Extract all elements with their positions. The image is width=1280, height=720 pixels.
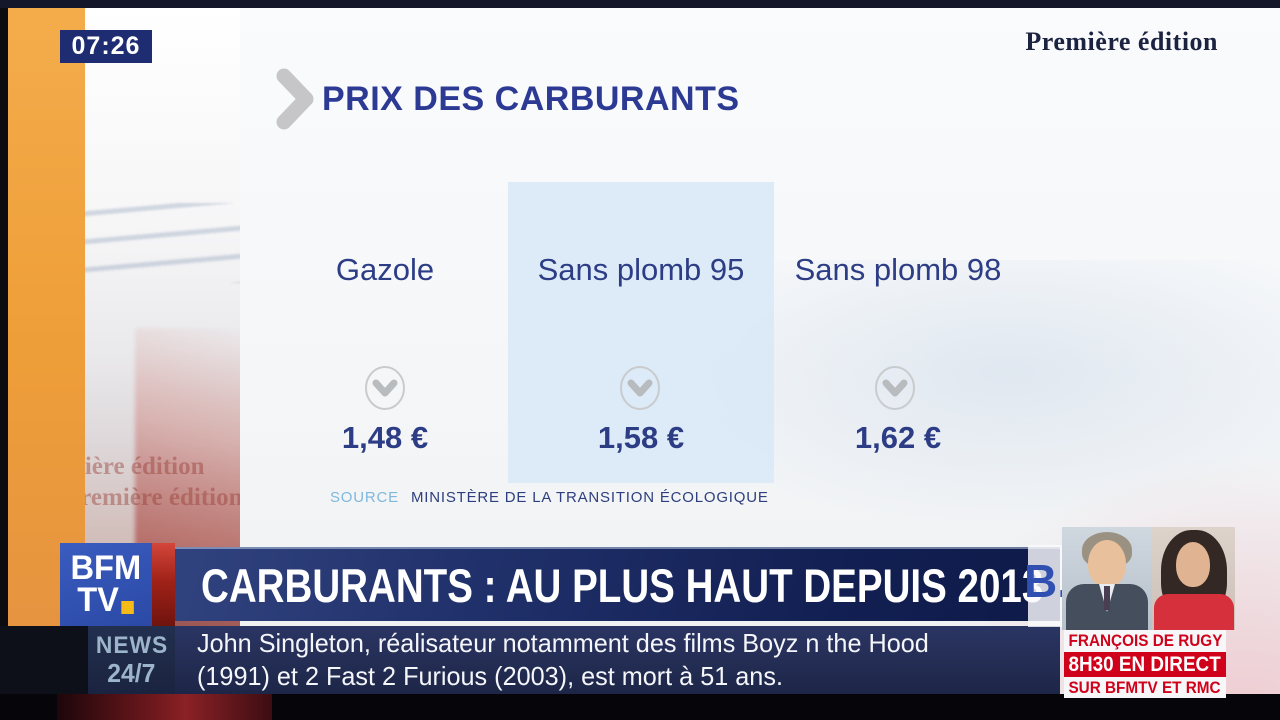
left-textured-band: Première édition Première édition (85, 8, 240, 626)
promo-broadcast-time: 8H30 EN DIRECT (1064, 652, 1226, 677)
infographic-title: PRIX DES CARBURANTS (322, 80, 740, 118)
fuel-label-gazole: Gazole (335, 252, 435, 287)
chevron-down-icon (620, 366, 660, 410)
top-edge-bar (0, 0, 1280, 8)
watermark-text: Première édition (85, 453, 205, 480)
bottom-video-remnant (57, 694, 272, 720)
ticker-line1: John Singleton, réalisateur notamment de… (197, 628, 929, 658)
blue-streaks (85, 203, 240, 283)
source-label: SOURCE (330, 489, 399, 506)
bfmtv-logo: BFM TV (60, 543, 152, 627)
source-value: MINISTÈRE DE LA TRANSITION ÉCOLOGIQUE (410, 489, 769, 506)
highlighted-column-background (508, 182, 774, 483)
fuel-label-sp95: Sans plomb 95 (537, 252, 745, 287)
bfmtv-logo-line2: TV (77, 581, 135, 619)
watermark-text: Première édition (85, 484, 240, 511)
red-divider-strip (152, 543, 175, 627)
news-badge-line2: 24/7 (107, 658, 156, 688)
bfmtv-logo-tv: TV (77, 581, 120, 619)
news-ticker: John Singleton, réalisateur notamment de… (175, 626, 1060, 694)
fuel-price-sp98: 1,62 € (854, 420, 942, 455)
ticker-left-filler (0, 626, 88, 694)
chevron-right-icon (276, 68, 314, 130)
presenter-photo (1152, 527, 1235, 630)
promo-guest-name: FRANÇOIS DE RUGY (1064, 630, 1226, 652)
left-orange-band (8, 8, 85, 626)
clock: 07:26 (60, 30, 152, 63)
fuel-price-gazole: 1,48 € (341, 420, 429, 455)
chevron-down-icon (365, 366, 405, 410)
headline-text: CARBURANTS : AU PLUS HAUT DEPUIS 2013 (201, 558, 1060, 613)
chevron-down-icon (875, 366, 915, 410)
promo-channels: SUR BFMTV ET RMC (1064, 677, 1226, 698)
presenter-top (1154, 594, 1234, 630)
news-badge-line1: NEWS (95, 632, 168, 659)
guest-tie (1104, 586, 1110, 610)
bfmtv-logo-line1: BFM (70, 549, 142, 587)
guest-face (1088, 540, 1126, 587)
clock-time: 07:26 (71, 32, 141, 60)
promo-channels-text: SUR BFMTV ET RMC (1068, 677, 1222, 697)
promo-guest-name-text: FRANÇOIS DE RUGY (1068, 631, 1222, 650)
presenter-face (1176, 542, 1210, 587)
left-edge-bar (0, 0, 8, 720)
guest-photo (1062, 527, 1152, 630)
headline-text-value: CARBURANTS : AU PLUS HAUT DEPUIS 2013 (201, 558, 1044, 612)
headline-banner: CARBURANTS : AU PLUS HAUT DEPUIS 2013 (175, 547, 1060, 621)
source-row: SOURCE MINISTÈRE DE LA TRANSITION ÉCOLOG… (330, 489, 769, 506)
faded-bfm-logo: B. (1024, 545, 1070, 627)
news-247-badge: NEWS 24/7 (88, 626, 175, 694)
fuel-price-sp95: 1,58 € (597, 420, 685, 455)
bfmtv-logo-dot (122, 601, 135, 614)
program-logo: Première édition (1025, 27, 1218, 56)
promo-broadcast-time-text: 8H30 EN DIRECT (1068, 652, 1222, 676)
fuel-label-sp98: Sans plomb 98 (794, 252, 1002, 287)
ticker-line2: (1991) et 2 Fast 2 Furious (2003), est m… (197, 661, 783, 691)
